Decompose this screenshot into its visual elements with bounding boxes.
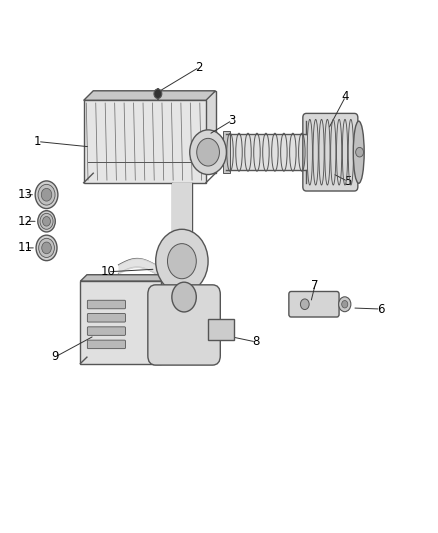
Circle shape [154,89,162,99]
Polygon shape [226,134,306,170]
Polygon shape [84,100,206,183]
Polygon shape [223,131,230,173]
Circle shape [42,216,50,226]
FancyBboxPatch shape [87,340,125,349]
Circle shape [190,130,226,174]
Circle shape [36,235,57,261]
Circle shape [197,139,219,166]
Polygon shape [208,319,234,340]
FancyBboxPatch shape [303,114,358,191]
FancyBboxPatch shape [87,300,125,309]
Polygon shape [81,281,161,364]
Text: 4: 4 [342,90,350,103]
Text: 5: 5 [344,175,351,188]
FancyBboxPatch shape [148,285,220,365]
Text: 10: 10 [100,265,115,278]
Circle shape [35,181,58,208]
Text: 6: 6 [377,303,384,316]
Text: 3: 3 [228,114,236,127]
Circle shape [39,238,54,257]
Circle shape [214,327,222,336]
Text: 7: 7 [311,279,319,292]
Text: 9: 9 [52,350,59,364]
Text: 1: 1 [34,135,42,148]
Text: 8: 8 [252,335,260,349]
Circle shape [342,301,348,308]
FancyBboxPatch shape [289,292,339,317]
Circle shape [300,299,309,310]
FancyBboxPatch shape [87,327,125,335]
Circle shape [38,211,55,232]
Text: 11: 11 [17,241,32,254]
Polygon shape [87,274,168,357]
Polygon shape [81,274,168,281]
Circle shape [155,229,208,293]
Circle shape [172,282,196,312]
Circle shape [40,213,53,229]
Polygon shape [93,91,215,173]
Text: 2: 2 [196,61,203,74]
Ellipse shape [353,121,364,183]
Polygon shape [172,182,192,243]
Text: 12: 12 [17,215,32,228]
Circle shape [339,297,351,312]
Circle shape [356,148,364,157]
Circle shape [42,242,51,254]
FancyBboxPatch shape [87,313,125,322]
Circle shape [41,188,52,201]
Circle shape [167,244,196,279]
Circle shape [38,184,55,205]
Text: 13: 13 [17,188,32,201]
Polygon shape [84,91,215,100]
